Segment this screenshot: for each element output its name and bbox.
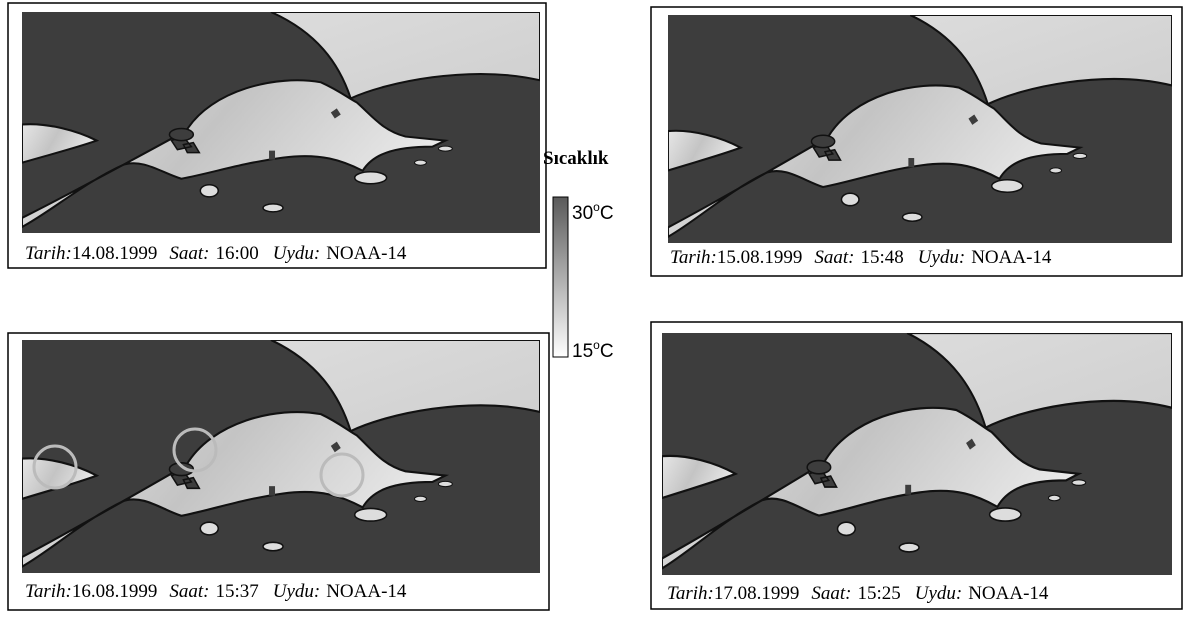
caption-satellite: NOAA-14 [968,583,1049,604]
caption: Tarih:16.08.1999 Saat: 15:37 Uydu: NOAA-14 [25,581,407,602]
caption-date: 16.08.1999 [72,581,158,602]
map-image [22,340,540,573]
colorbar-ramp [553,197,568,357]
map-panel: Tarih:15.08.1999 Saat: 15:48 Uydu: NOAA-14 [651,7,1182,276]
caption-time: 15:25 [857,583,900,604]
map-image [668,15,1172,243]
caption-time: 15:48 [860,247,903,268]
caption-satellite-label: Uydu: [273,581,320,602]
caption-date: 15.08.1999 [717,247,803,268]
colorbar-max: 30oC [572,200,614,224]
colorbar-title: Sıcaklık [543,148,609,169]
colorbar-min: 15oC [572,338,614,362]
caption-satellite-label: Uydu: [915,583,962,604]
caption-date: 14.08.1999 [72,243,158,264]
caption: Tarih:14.08.1999 Saat: 16:00 Uydu: NOAA-14 [25,243,407,264]
caption-date-label: Tarih: [25,581,72,602]
caption-time-label: Saat: [814,247,854,268]
map-panel: Tarih:17.08.1999 Saat: 15:25 Uydu: NOAA-14 [651,322,1182,609]
caption-time: 15:37 [215,581,258,602]
caption-time-label: Saat: [169,581,209,602]
caption-satellite-label: Uydu: [918,247,965,268]
map-image [22,12,540,233]
caption-date-label: Tarih: [667,583,714,604]
map-panel: Tarih:16.08.1999 Saat: 15:37 Uydu: NOAA-14 [8,333,549,610]
caption: Tarih:17.08.1999 Saat: 15:25 Uydu: NOAA-14 [667,583,1049,604]
caption-satellite: NOAA-14 [971,247,1052,268]
caption-date-label: Tarih: [670,247,717,268]
caption: Tarih:15.08.1999 Saat: 15:48 Uydu: NOAA-14 [670,247,1052,268]
figure: Tarih:14.08.1999Saat:16:00Uydu:NOAA-14Ta… [0,0,1185,619]
caption-time-label: Saat: [169,243,209,264]
caption-date-label: Tarih: [25,243,72,264]
caption-time: 16:00 [215,243,258,264]
map-image [662,333,1172,575]
caption-time-label: Saat: [811,583,851,604]
colorbar: Sıcaklık 30oC 15oC [543,148,614,362]
caption-satellite: NOAA-14 [326,243,407,264]
caption-satellite-label: Uydu: [273,243,320,264]
caption-satellite: NOAA-14 [326,581,407,602]
caption-date: 17.08.1999 [714,583,800,604]
map-panel: Tarih:14.08.1999 Saat: 16:00 Uydu: NOAA-14 [8,3,546,268]
